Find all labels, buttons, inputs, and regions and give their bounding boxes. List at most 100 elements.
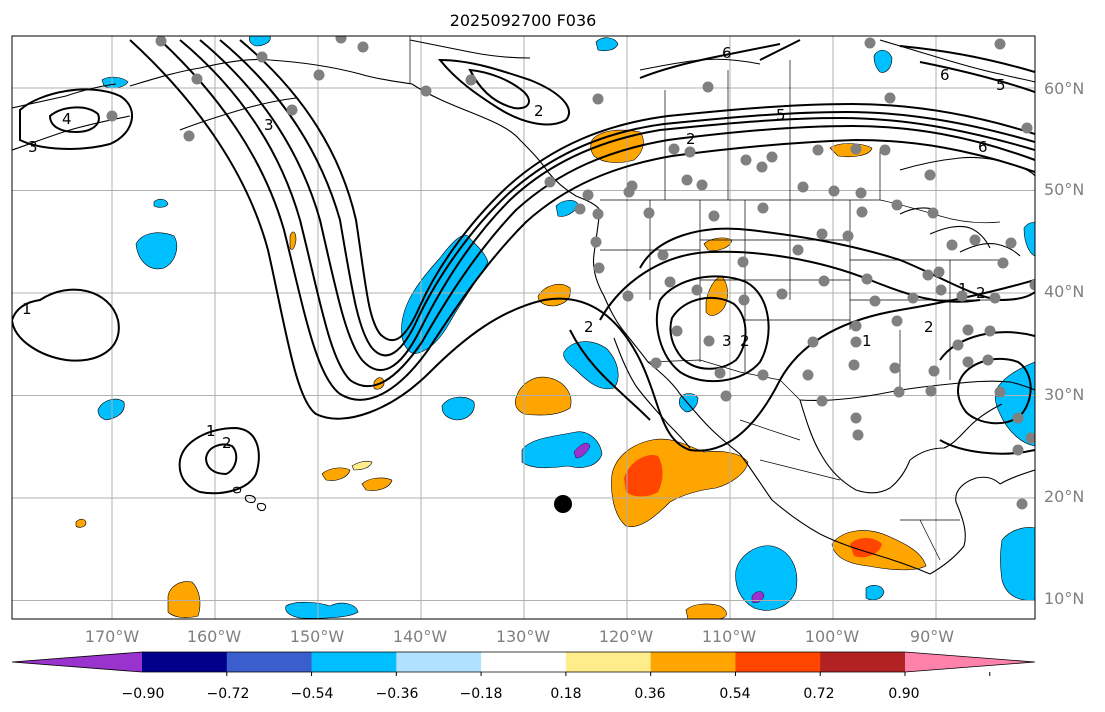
station-dot: [994, 386, 1006, 398]
longitude-label: 110°W: [702, 627, 757, 646]
map-panel: 6 5 3 4 3 2 2 1 1 2 2 3 2 1 2 1 2 6 5 6: [12, 36, 1035, 619]
contour-value-label: 3: [264, 116, 274, 134]
negative-anomaly-area: [865, 585, 885, 601]
station-dot: [952, 339, 964, 351]
longitude-label: 170°W: [85, 627, 140, 646]
contour-value-label: 2: [222, 434, 232, 452]
contour-value-label: 3: [28, 138, 38, 156]
positive-anomaly-area: [850, 538, 882, 558]
longitude-label: 130°W: [496, 627, 551, 646]
station-dot: [626, 180, 638, 192]
station-dot: [927, 207, 939, 219]
colorbar-tick-label: −0.54: [291, 686, 334, 702]
station-dot: [691, 284, 703, 296]
positive-anomaly-area: [624, 454, 663, 497]
graticule: [12, 36, 1035, 619]
colorbar-tick-label: 0.18: [550, 686, 581, 702]
station-dot: [889, 362, 901, 374]
colorbar-segment: [396, 652, 482, 672]
station-dot: [776, 288, 788, 300]
positive-anomaly-area: [167, 581, 201, 618]
colorbar-low-extension: [12, 652, 142, 672]
contour-value-label: 6: [978, 138, 988, 156]
station-dot: [643, 207, 655, 219]
station-dot: [848, 359, 860, 371]
positive-anomaly-area: [75, 518, 87, 528]
station-dot: [956, 290, 968, 302]
negative-anomaly-area: [873, 49, 893, 73]
station-dot: [984, 325, 996, 337]
colorbar-outline: [11, 651, 1036, 673]
station-dot: [1005, 237, 1017, 249]
contour-value-label: 2: [740, 332, 750, 350]
negative-anomaly-area: [1023, 221, 1035, 257]
station-dot: [1021, 122, 1033, 134]
station-dot: [650, 357, 662, 369]
longitude-label: 120°W: [599, 627, 654, 646]
colorbar-segment: [650, 652, 736, 672]
station-dot: [997, 257, 1009, 269]
colorbar: [11, 651, 1036, 676]
map-frame: [11, 35, 1036, 620]
station-dot: [994, 38, 1006, 50]
negative-anomaly-area: [153, 198, 169, 208]
station-dot: [850, 320, 862, 332]
station-dot: [714, 367, 726, 379]
station-dot: [703, 335, 715, 347]
latitude-label: 60°N: [1044, 79, 1084, 98]
contour-value-labels: 6 5 3 4 3 2 2 1 1 2 2 3 2 1 2 1 2 6 5 6: [22, 44, 1006, 452]
station-dot: [925, 385, 937, 397]
station-dot: [1025, 432, 1035, 444]
contour-value-label: 5: [776, 106, 786, 124]
station-dot: [702, 81, 714, 93]
station-dot: [828, 185, 840, 197]
station-dot: [969, 234, 981, 246]
station-dot: [891, 199, 903, 211]
anomaly-shading: [75, 36, 1035, 619]
station-dot: [933, 266, 945, 278]
latitude-label: 30°N: [1044, 385, 1084, 404]
station-dot: [807, 336, 819, 348]
latitude-label: 40°N: [1044, 282, 1084, 301]
station-dot: [738, 294, 750, 306]
colorbar-tick-label: 0.54: [719, 686, 750, 702]
station-dot: [256, 51, 268, 63]
station-dot: [155, 36, 167, 47]
station-dot: [891, 315, 903, 327]
colorbar-tick-label: −0.90: [122, 686, 165, 702]
station-dot: [766, 151, 778, 163]
station-dot: [582, 189, 594, 201]
latitude-label: 20°N: [1044, 487, 1084, 506]
contour-value-label: 6: [722, 44, 732, 62]
station-dot: [681, 174, 693, 186]
station-dot: [884, 92, 896, 104]
station-dot: [907, 292, 919, 304]
colorbar-segment: [565, 652, 652, 672]
station-markers: [106, 36, 1035, 510]
station-dot: [816, 228, 828, 240]
station-dot: [864, 37, 876, 49]
colorbar-tick-label: 0.72: [803, 686, 834, 702]
latitude-label: 10°N: [1044, 589, 1084, 608]
longitude-label: 100°W: [805, 627, 860, 646]
station-dot: [1012, 444, 1024, 456]
station-dot: [420, 85, 432, 97]
positive-anomaly-area: [351, 460, 373, 471]
station-dot: [183, 130, 195, 142]
station-dot: [842, 230, 854, 242]
station-dot: [982, 354, 994, 366]
contour-value-label: 4: [62, 110, 72, 128]
contour-value-label: 1: [206, 422, 216, 440]
station-dot: [668, 143, 680, 155]
station-dot: [756, 161, 768, 173]
station-dot: [792, 244, 804, 256]
negative-anomaly-area: [735, 545, 798, 611]
station-dot: [989, 292, 1001, 304]
colorbar-tick-labels: −0.90 −0.72 −0.54 −0.36 −0.18 0.18 0.36 …: [122, 686, 920, 702]
station-dot: [924, 169, 936, 181]
colorbar-segment: [142, 652, 228, 672]
station-dot: [335, 36, 347, 44]
colorbar-segment: [311, 652, 397, 672]
station-dot: [797, 181, 809, 193]
colorbar-tick-label: −0.36: [376, 686, 419, 702]
